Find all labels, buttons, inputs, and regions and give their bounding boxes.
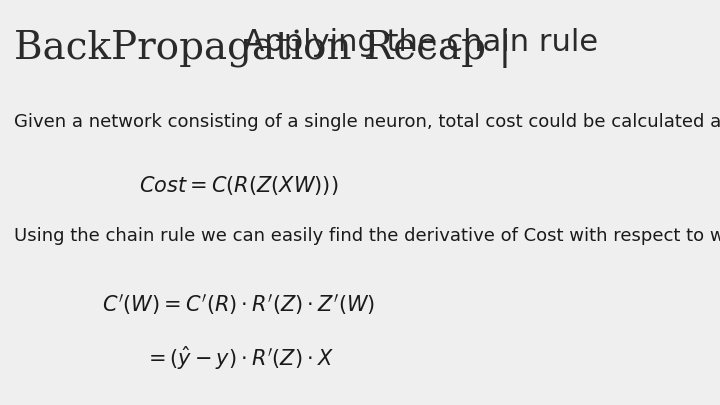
Text: $= (\hat{y} - y) \cdot R'(Z) \cdot X$: $= (\hat{y} - y) \cdot R'(Z) \cdot X$ [144, 344, 333, 372]
Text: $C'(W) = C'(R) \cdot R'(Z) \cdot Z'(W)$: $C'(W) = C'(R) \cdot R'(Z) \cdot Z'(W)$ [102, 292, 375, 317]
Text: BackPropagation Recap |: BackPropagation Recap | [14, 28, 512, 68]
Text: Using the chain rule we can easily find the derivative of Cost with respect to w: Using the chain rule we can easily find … [14, 227, 720, 245]
Text: $\mathit{Cost} = C(R(Z(XW)))$: $\mathit{Cost} = C(R(Z(XW)))$ [139, 174, 338, 197]
Text: Given a network consisting of a single neuron, total cost could be calculated as: Given a network consisting of a single n… [14, 113, 720, 131]
Text: Applying the chain rule: Applying the chain rule [225, 28, 598, 58]
